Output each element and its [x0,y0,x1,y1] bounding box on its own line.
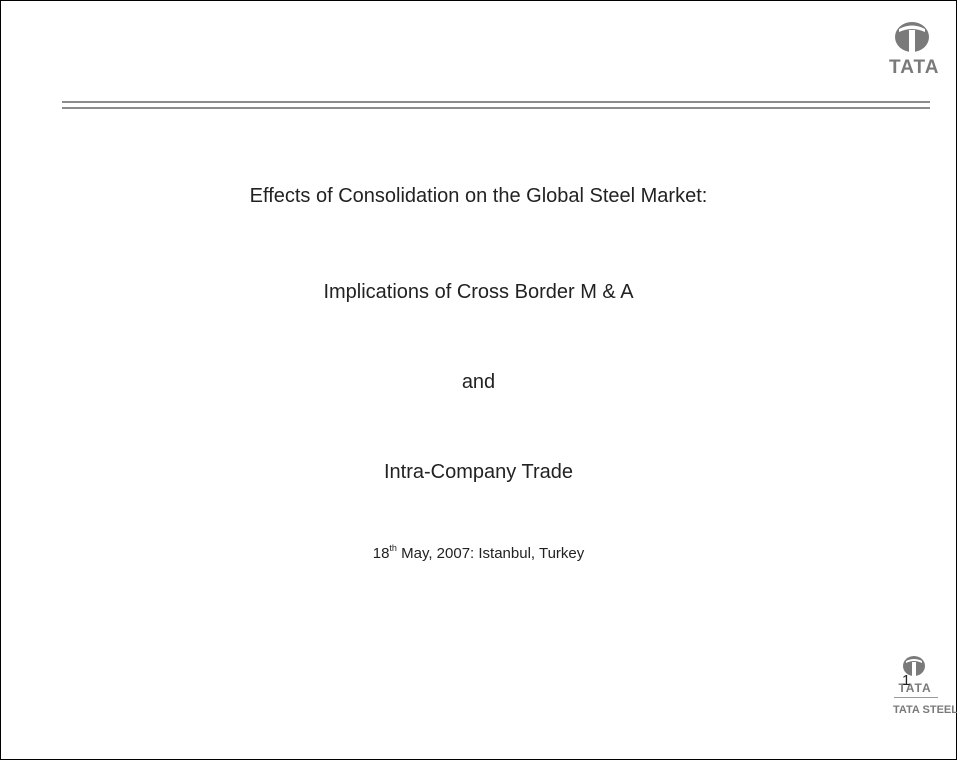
date-suffix: th [389,543,397,553]
date-day: 18 [372,545,390,562]
logo-divider [894,697,938,698]
page-number: 1 [902,672,911,689]
logo-bottom-icon [903,656,925,676]
header-rule [62,101,930,103]
title-line: Intra-Company Trade [384,461,573,483]
logo-top-icon [895,22,929,52]
logo-bottom-text: TATA [898,681,932,695]
logo-bottom-company: TATA STEEL [893,704,957,716]
date-line: 18th May, 2007: Istanbul, Turkey [0,543,957,562]
header-rule [62,107,930,109]
date-rest: May, 2007: Istanbul, Turkey [396,545,585,562]
title-line: Effects of Consolidation on the Global S… [249,185,708,207]
title-line: and [461,371,496,393]
title-line: Implications of Cross Border M & A [323,281,634,303]
logo-top-text: TATA [889,57,940,78]
